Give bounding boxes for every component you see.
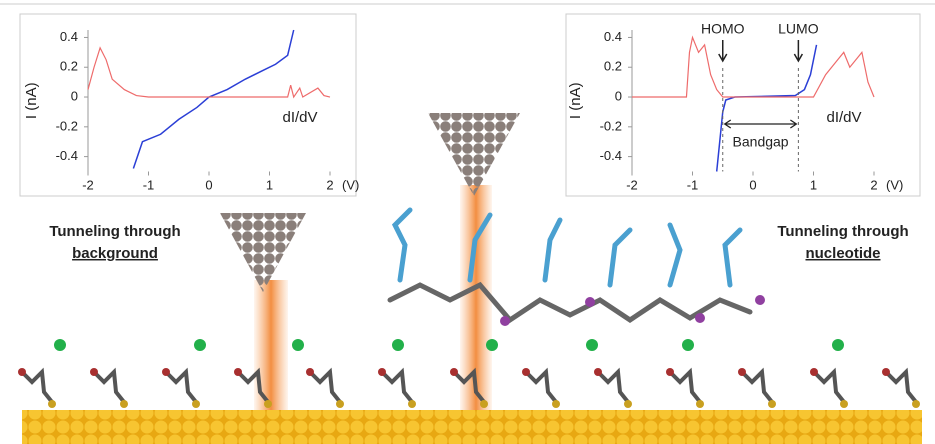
x-tick-label: -1 — [143, 177, 155, 192]
stm-tip — [428, 113, 520, 196]
atom — [522, 368, 530, 376]
y-tick-label: 0 — [71, 88, 78, 103]
marker-label: LUMO — [778, 21, 819, 37]
atom — [90, 368, 98, 376]
thiol — [526, 372, 556, 402]
marker-arrow — [719, 40, 727, 61]
atom — [768, 400, 776, 408]
atom — [306, 368, 314, 376]
thiol — [22, 372, 52, 402]
thiol — [886, 372, 916, 402]
nucleotide-strand — [390, 210, 765, 326]
atom — [552, 400, 560, 408]
right-label: nucleotide — [805, 245, 880, 262]
x-tick-label: 0 — [749, 177, 756, 192]
thiol — [742, 372, 772, 402]
atom — [738, 368, 746, 376]
x-tick-label: -1 — [687, 177, 699, 192]
y-tick-label: 0.2 — [604, 59, 622, 74]
y-tick-label: 0.4 — [60, 29, 78, 44]
atom — [18, 368, 26, 376]
atom — [480, 400, 488, 408]
atom — [810, 368, 818, 376]
thiol — [166, 372, 196, 402]
ion — [194, 339, 206, 351]
atom — [162, 368, 170, 376]
ion — [292, 339, 304, 351]
series-label: dI/dV — [282, 109, 317, 126]
x-tick-label: 1 — [810, 177, 817, 192]
data-line — [133, 30, 293, 169]
x-tick-label: 2 — [870, 177, 877, 192]
x-tick-label: 2 — [326, 177, 333, 192]
figure: Tunneling through background Tunneling t… — [0, 0, 935, 444]
data-line — [632, 37, 874, 97]
marker-label: HOMO — [701, 21, 745, 37]
thiol — [310, 372, 340, 402]
atom — [450, 368, 458, 376]
ion — [832, 339, 844, 351]
ion — [392, 339, 404, 351]
gold-surface — [22, 410, 922, 444]
ion — [682, 339, 694, 351]
x-axis-label: (V) — [342, 177, 359, 192]
atom — [48, 400, 56, 408]
right-label: Tunneling through — [777, 223, 908, 240]
atom — [378, 368, 386, 376]
y-tick-label: -0.4 — [56, 148, 78, 163]
thiol — [670, 372, 700, 402]
thiol — [94, 372, 124, 402]
x-axis-label: (V) — [886, 177, 903, 192]
atom — [696, 400, 704, 408]
ion — [486, 339, 498, 351]
atom — [912, 400, 920, 408]
left-label: background — [72, 245, 158, 262]
atom — [234, 368, 242, 376]
thiol — [814, 372, 844, 402]
atom — [882, 368, 890, 376]
tunnel-beam — [254, 280, 288, 415]
data-line — [717, 45, 817, 172]
ion — [54, 339, 66, 351]
atom — [408, 400, 416, 408]
y-axis-label: I (nA) — [23, 82, 40, 119]
series-label: dI/dV — [826, 109, 861, 126]
x-tick-label: 0 — [205, 177, 212, 192]
x-tick-label: -2 — [82, 177, 94, 192]
x-tick-label: 1 — [266, 177, 273, 192]
thiol — [598, 372, 628, 402]
y-tick-label: 0.4 — [604, 29, 622, 44]
atom — [624, 400, 632, 408]
atom — [264, 400, 272, 408]
left-label: Tunneling through — [49, 223, 180, 240]
atom — [840, 400, 848, 408]
y-tick-label: -0.2 — [56, 118, 78, 133]
y-tick-label: -0.4 — [600, 148, 622, 163]
marker-arrow — [794, 40, 802, 61]
y-tick-label: 0 — [615, 88, 622, 103]
data-line — [88, 48, 330, 97]
stm-tip — [220, 213, 306, 292]
span-arrow — [725, 120, 797, 128]
atom — [666, 368, 674, 376]
atom — [594, 368, 602, 376]
y-tick-label: 0.2 — [60, 59, 78, 74]
x-tick-label: -2 — [626, 177, 638, 192]
y-axis-label: I (nA) — [567, 82, 584, 119]
y-tick-label: -0.2 — [600, 118, 622, 133]
thiol — [382, 372, 412, 402]
atom — [120, 400, 128, 408]
ion — [586, 339, 598, 351]
atom — [336, 400, 344, 408]
span-label: Bandgap — [733, 134, 789, 150]
atom — [192, 400, 200, 408]
